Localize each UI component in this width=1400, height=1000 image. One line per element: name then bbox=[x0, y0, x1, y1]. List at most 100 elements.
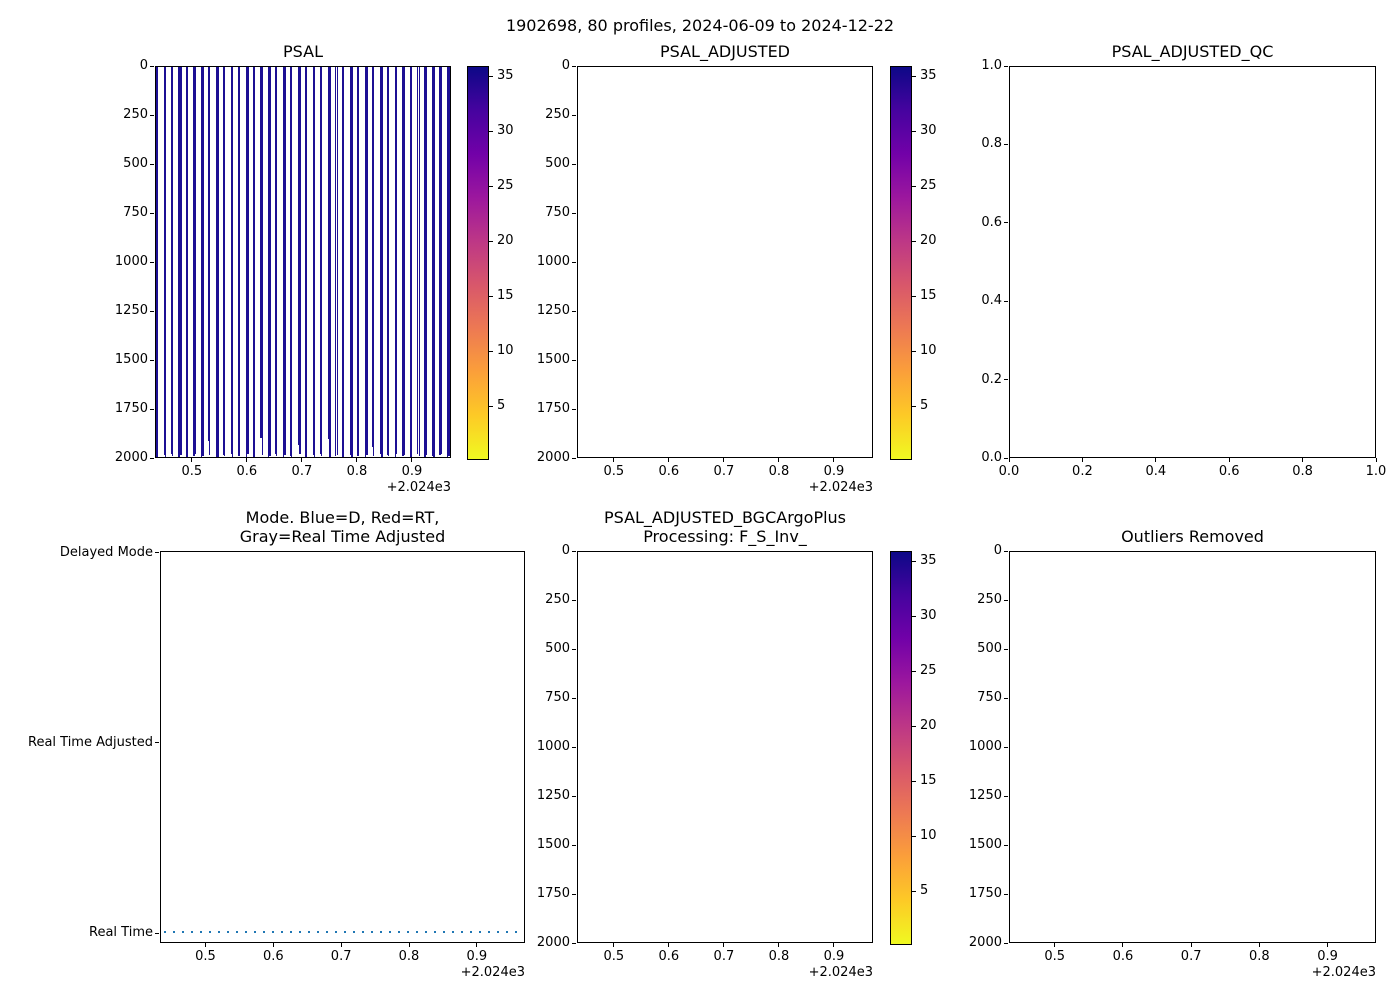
profile-line bbox=[260, 67, 262, 438]
x-tick bbox=[340, 943, 342, 947]
profile-line bbox=[297, 67, 300, 446]
panel-title-psal-adjusted: PSAL_ADJUSTED bbox=[659, 41, 790, 61]
x-tick bbox=[668, 943, 670, 947]
panel-title-psal-adjusted-qc: PSAL_ADJUSTED_QC bbox=[1111, 41, 1274, 61]
x-tick-label: 0.9 bbox=[466, 949, 488, 964]
colorbar-tick bbox=[489, 240, 493, 242]
y-tick bbox=[150, 114, 154, 116]
y-tick bbox=[1004, 697, 1008, 699]
y-tick bbox=[1004, 143, 1008, 145]
x-tick bbox=[1302, 458, 1304, 462]
y-tick bbox=[1004, 65, 1008, 67]
colorbar-psal-adjusted: 35 30 25 20 15 10 5 bbox=[890, 66, 937, 460]
y-tick bbox=[155, 932, 159, 934]
x-tick bbox=[778, 943, 780, 947]
colorbar-psal-adjusted-bgc: 35 30 25 20 15 10 5 bbox=[890, 551, 937, 945]
y-tick bbox=[150, 212, 154, 214]
x-tick-label: 0.7 bbox=[713, 464, 735, 479]
profile-line bbox=[247, 67, 249, 455]
profile-line bbox=[208, 67, 211, 456]
profile-line bbox=[163, 67, 165, 456]
x-tick-label: 0.6 bbox=[658, 464, 680, 479]
x-tick bbox=[1327, 943, 1329, 947]
y-tick bbox=[150, 65, 154, 67]
y-tick bbox=[150, 310, 154, 312]
profile-line bbox=[267, 67, 270, 457]
profile-line bbox=[253, 67, 255, 457]
profile-line bbox=[238, 67, 241, 456]
x-axis-offset-label: +2.024e3 bbox=[1311, 965, 1376, 980]
x-tick bbox=[1375, 458, 1377, 462]
y-tick bbox=[572, 599, 576, 601]
colorbar-tick bbox=[489, 405, 493, 407]
x-tick-label: 0.8 bbox=[398, 949, 420, 964]
colorbar-tick-label: 35 bbox=[920, 68, 937, 84]
colorbar-tick bbox=[912, 835, 916, 837]
profile-line bbox=[349, 67, 352, 456]
colorbar-tick-label: 30 bbox=[920, 608, 937, 624]
x-tick-label: 0.6 bbox=[236, 464, 258, 479]
y-tick-label: 1500 bbox=[114, 352, 148, 367]
colorbar-tick bbox=[489, 75, 493, 77]
y-tick bbox=[572, 163, 576, 165]
profile-line bbox=[290, 67, 293, 457]
x-tick-label: 0.8 bbox=[1292, 464, 1313, 479]
x-axis-offset-label: +2.024e3 bbox=[808, 965, 873, 980]
y-tick bbox=[1004, 648, 1008, 650]
x-tick-label: 0.5 bbox=[1044, 949, 1066, 964]
colorbar-tick-label: 15 bbox=[497, 288, 514, 304]
x-tick bbox=[1228, 458, 1230, 462]
colorbar-tick bbox=[912, 350, 916, 352]
plot-psal-adjusted-qc bbox=[1009, 66, 1376, 458]
profile-line bbox=[364, 67, 367, 457]
y-tick-label: 750 bbox=[123, 205, 148, 220]
panel-title-psal: PSAL bbox=[283, 41, 323, 61]
profile-line bbox=[425, 67, 427, 456]
y-tick bbox=[572, 359, 576, 361]
profile-line bbox=[336, 67, 338, 456]
profile-line bbox=[314, 67, 316, 457]
colorbar-tick bbox=[912, 890, 916, 892]
y-tick-label: Real Time Adjusted bbox=[28, 734, 153, 750]
x-axis-offset-label: +2.024e3 bbox=[386, 480, 451, 495]
x-tick-label: 0.8 bbox=[346, 464, 368, 479]
profile-line bbox=[282, 67, 285, 457]
profile-line bbox=[327, 67, 329, 440]
colorbar-tick bbox=[489, 295, 493, 297]
profile-line bbox=[156, 67, 158, 457]
y-tick-label: 250 bbox=[123, 107, 148, 122]
colorbar-tick-label: 35 bbox=[497, 68, 514, 84]
y-tick bbox=[572, 697, 576, 699]
colorbar-tick-label: 25 bbox=[920, 663, 937, 679]
panel-title-mode: Mode. Blue=D, Red=RT, Gray=Real Time Adj… bbox=[239, 508, 446, 546]
y-tick bbox=[1004, 844, 1008, 846]
x-tick-label: 0.4 bbox=[1145, 464, 1167, 479]
colorbar-tick-label: 10 bbox=[920, 828, 937, 844]
y-tick-label: Real Time bbox=[89, 925, 153, 940]
colorbar-tick bbox=[912, 240, 916, 242]
x-tick-label: 0.6 bbox=[1218, 464, 1240, 479]
x-tick-label: 0.5 bbox=[603, 949, 625, 964]
profile-line bbox=[329, 67, 331, 457]
x-tick-label: 0.7 bbox=[1180, 949, 1202, 964]
y-tick-label: 1750 bbox=[114, 401, 148, 416]
x-tick bbox=[246, 458, 248, 462]
y-tick bbox=[150, 163, 154, 165]
x-tick bbox=[613, 458, 615, 462]
x-tick-label: 0.6 bbox=[1112, 949, 1134, 964]
y-tick bbox=[572, 457, 576, 459]
x-tick bbox=[833, 458, 835, 462]
y-tick-label: 1250 bbox=[114, 303, 148, 318]
colorbar-tick-label: 35 bbox=[920, 553, 937, 569]
profile-line bbox=[262, 67, 264, 456]
x-tick bbox=[1081, 458, 1083, 462]
profile-line bbox=[351, 67, 353, 457]
profile-line bbox=[320, 67, 322, 457]
x-tick-label: 1.0 bbox=[1365, 464, 1387, 479]
y-tick bbox=[572, 942, 576, 944]
y-tick bbox=[572, 261, 576, 263]
colorbar-tick-label: 25 bbox=[920, 178, 937, 194]
profile-line bbox=[245, 67, 247, 457]
panel-title-psal-adjusted-bgc: PSAL_ADJUSTED_BGCArgoPlus Processing: F_… bbox=[603, 508, 847, 546]
profile-line bbox=[230, 67, 233, 455]
